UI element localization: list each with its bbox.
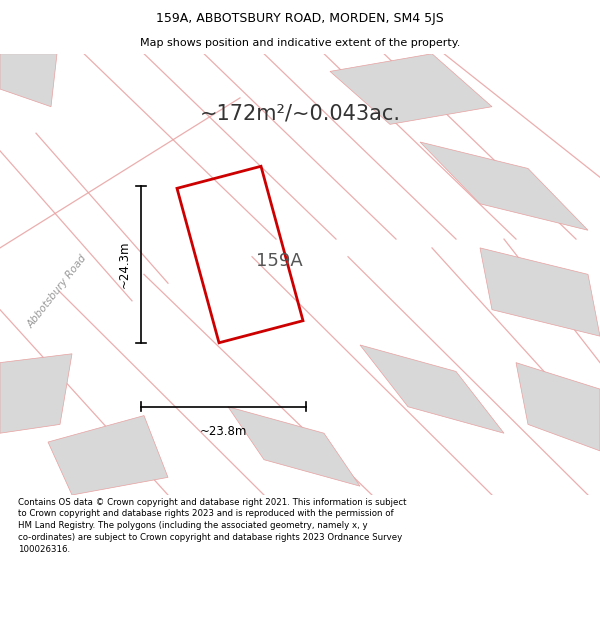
- Polygon shape: [420, 142, 588, 230]
- Polygon shape: [228, 407, 360, 486]
- Text: 159A, ABBOTSBURY ROAD, MORDEN, SM4 5JS: 159A, ABBOTSBURY ROAD, MORDEN, SM4 5JS: [156, 12, 444, 25]
- Text: Map shows position and indicative extent of the property.: Map shows position and indicative extent…: [140, 38, 460, 48]
- Polygon shape: [480, 248, 600, 336]
- Text: ~23.8m: ~23.8m: [200, 424, 247, 438]
- Polygon shape: [48, 416, 168, 495]
- Polygon shape: [0, 54, 57, 107]
- Polygon shape: [516, 362, 600, 451]
- Text: Contains OS data © Crown copyright and database right 2021. This information is : Contains OS data © Crown copyright and d…: [18, 498, 407, 554]
- Polygon shape: [330, 54, 492, 124]
- Polygon shape: [0, 354, 72, 433]
- Text: ~172m²/~0.043ac.: ~172m²/~0.043ac.: [199, 103, 401, 123]
- Text: 159A: 159A: [256, 252, 302, 270]
- Text: Abbotsbury Road: Abbotsbury Road: [25, 254, 89, 331]
- Polygon shape: [360, 345, 504, 433]
- Text: ~24.3m: ~24.3m: [118, 241, 131, 288]
